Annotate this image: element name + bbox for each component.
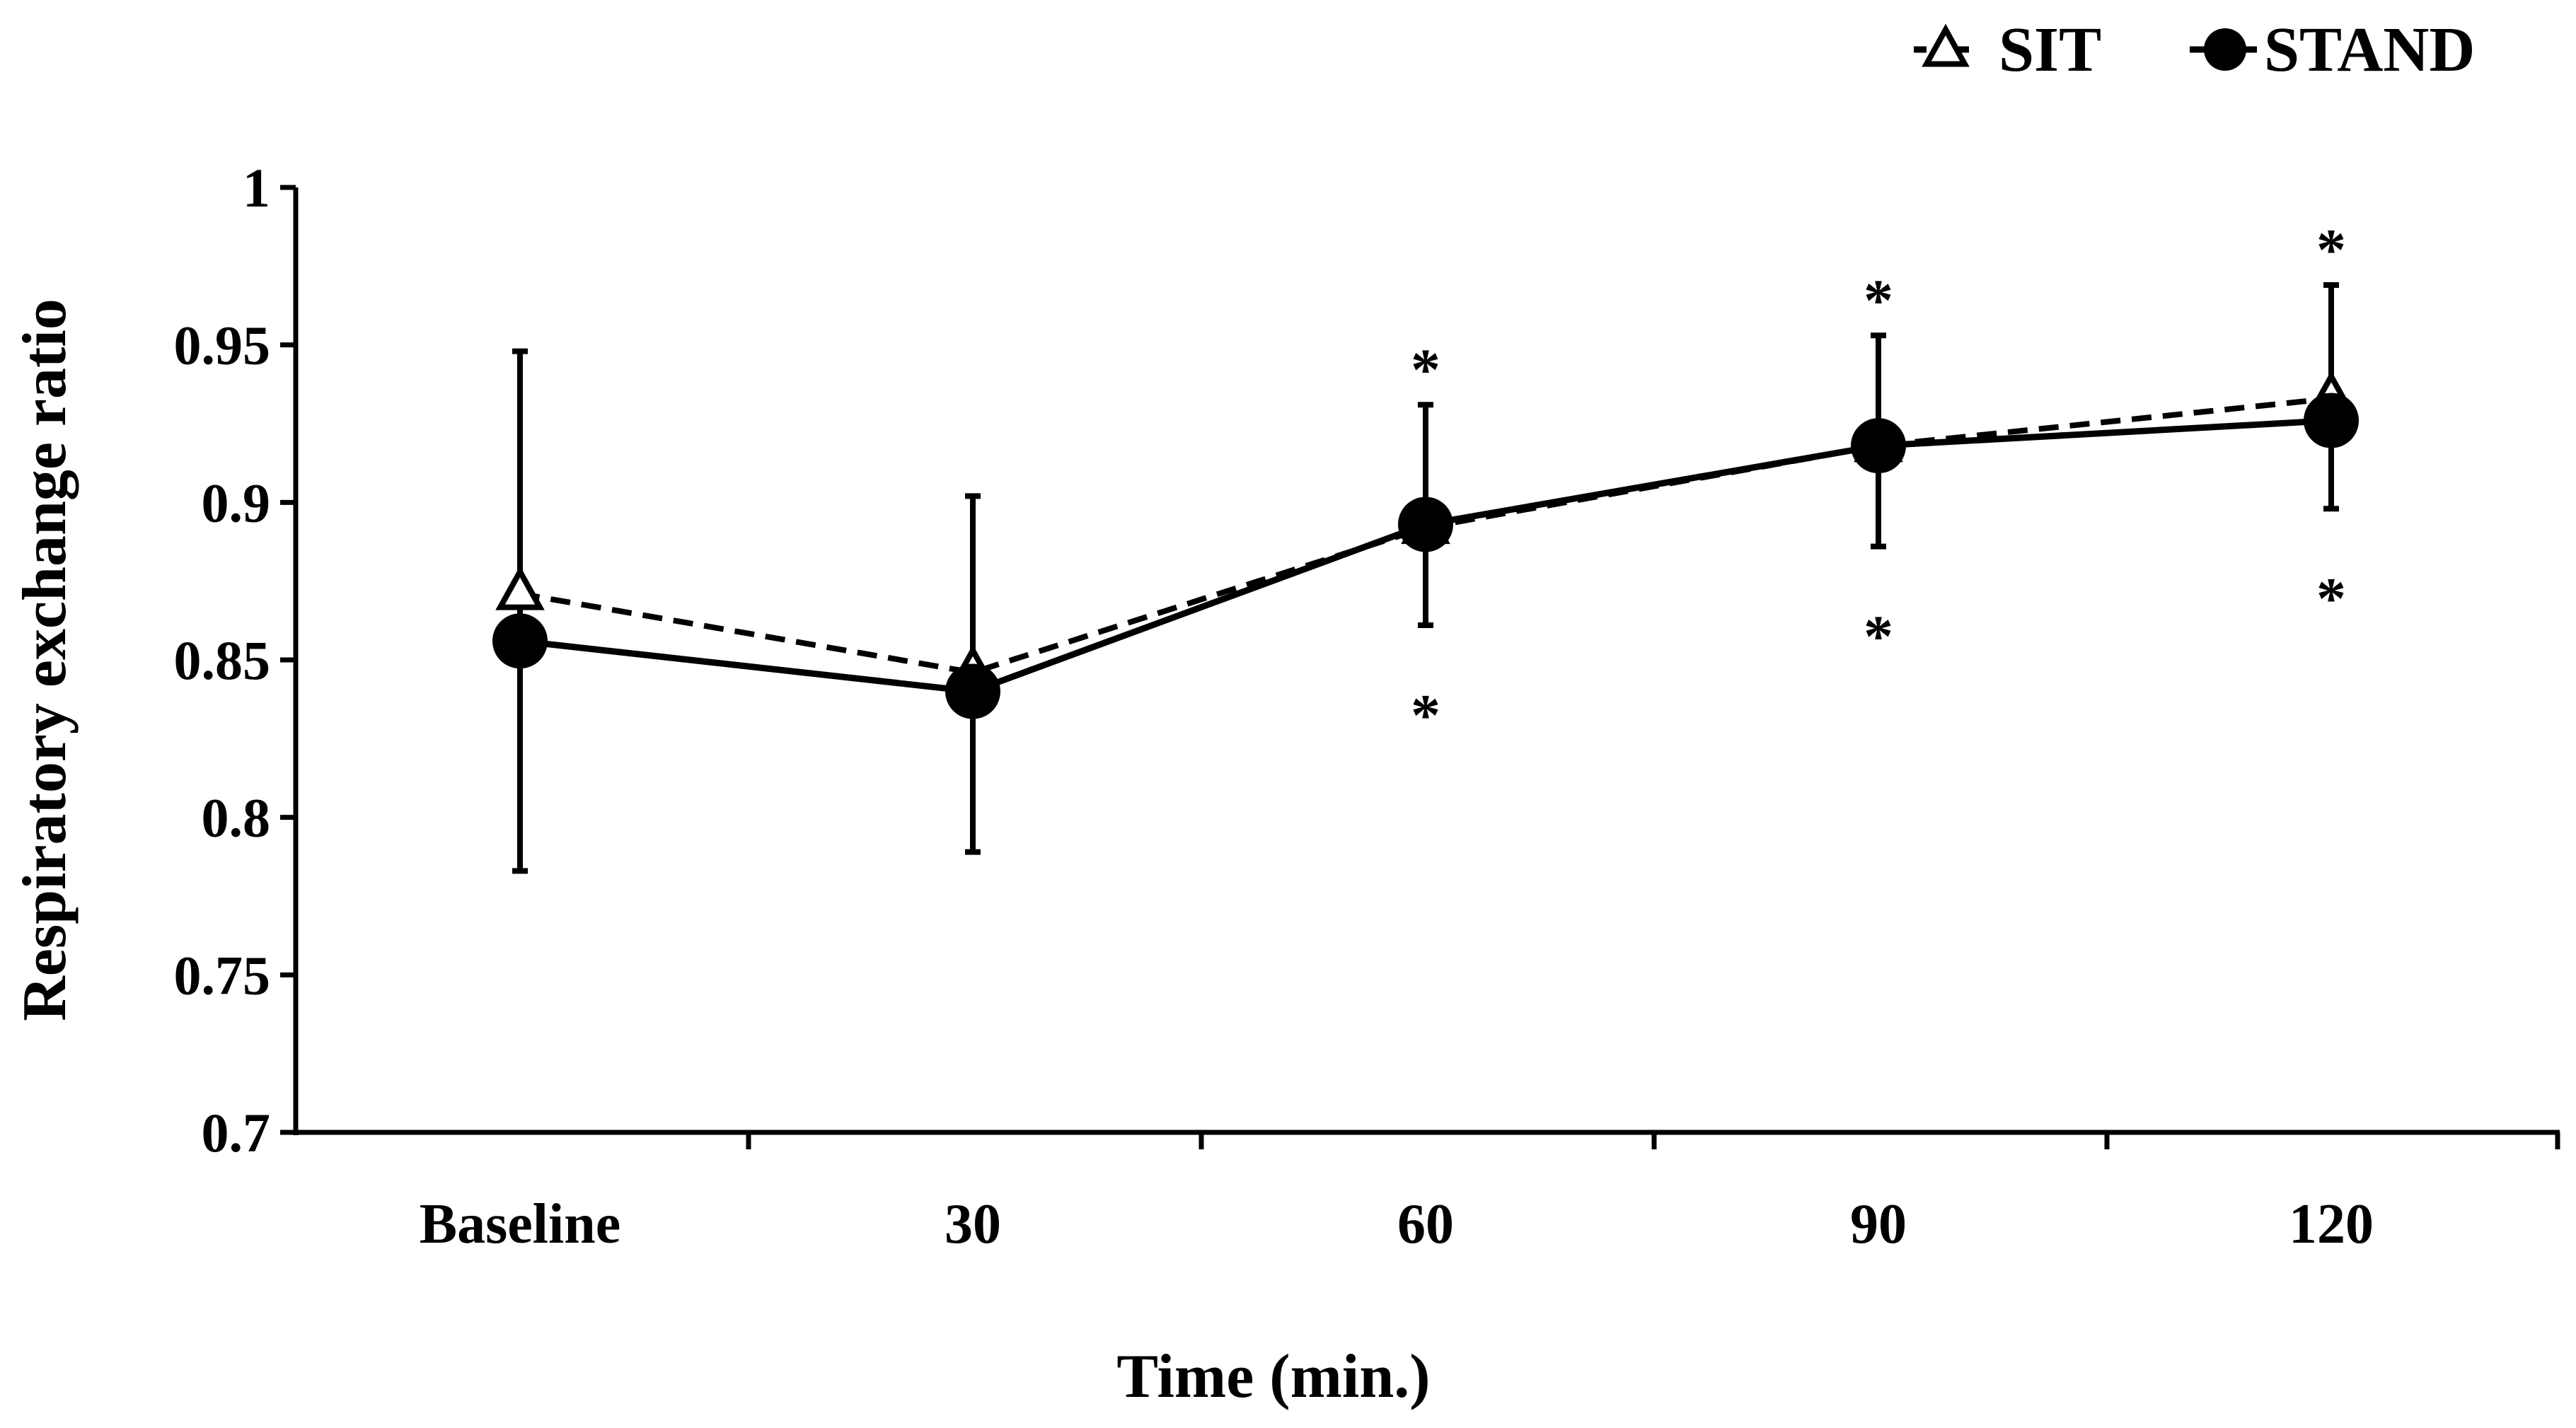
x-tick-label: 60 bbox=[1397, 1193, 1454, 1255]
x-tick-label: Baseline bbox=[420, 1193, 620, 1255]
legend-sit-triangle-marker bbox=[1922, 23, 1970, 67]
stand-circle-marker bbox=[2304, 393, 2359, 448]
y-tick-label: 0.85 bbox=[174, 629, 271, 691]
y-tick-label: 0.75 bbox=[174, 944, 271, 1006]
y-axis-ticks: 0.7 0.75 0.8 0.85 0.9 0.95 1 bbox=[174, 157, 296, 1163]
legend-stand-label: STAND bbox=[2264, 15, 2475, 85]
sit-triangle-marker bbox=[495, 565, 545, 610]
x-axis-ticks: Baseline 30 60 90 120 bbox=[420, 1132, 2560, 1255]
x-tick-label: 30 bbox=[945, 1193, 1001, 1255]
y-tick-label: 0.7 bbox=[202, 1102, 271, 1163]
legend-sit-label: SIT bbox=[1999, 15, 2101, 85]
x-tick-label: 90 bbox=[1850, 1193, 1907, 1255]
y-axis-title: Respiratory exchange ratio bbox=[11, 298, 79, 1021]
stand-significance-asterisk: * bbox=[2316, 566, 2346, 632]
stand-circle-marker bbox=[945, 663, 1000, 719]
sit-significance-asterisk: * bbox=[1864, 267, 1893, 333]
stand-circle-marker bbox=[1851, 418, 1906, 474]
stand-significance-asterisk: * bbox=[1864, 604, 1893, 670]
plot-area: * * * * * * bbox=[492, 217, 2359, 874]
y-tick-label: 0.95 bbox=[174, 315, 271, 376]
sit-significance-asterisk: * bbox=[2316, 217, 2346, 283]
stand-circle-marker bbox=[492, 613, 548, 669]
legend-stand-circle-marker bbox=[2204, 28, 2246, 71]
sit-significance-asterisk: * bbox=[1411, 337, 1440, 402]
legend-item-sit: SIT bbox=[1914, 15, 2101, 85]
legend: SIT STAND bbox=[1914, 15, 2475, 85]
stand-significance-asterisk: * bbox=[1411, 683, 1440, 748]
y-tick-label: 1 bbox=[243, 157, 270, 219]
x-tick-label: 120 bbox=[2289, 1193, 2374, 1255]
y-tick-label: 0.8 bbox=[202, 787, 271, 849]
x-axis-title: Time (min.) bbox=[1116, 1342, 1430, 1411]
y-tick-label: 0.9 bbox=[202, 472, 271, 533]
legend-item-stand: STAND bbox=[2190, 15, 2475, 85]
stand-circle-marker bbox=[1398, 497, 1453, 552]
